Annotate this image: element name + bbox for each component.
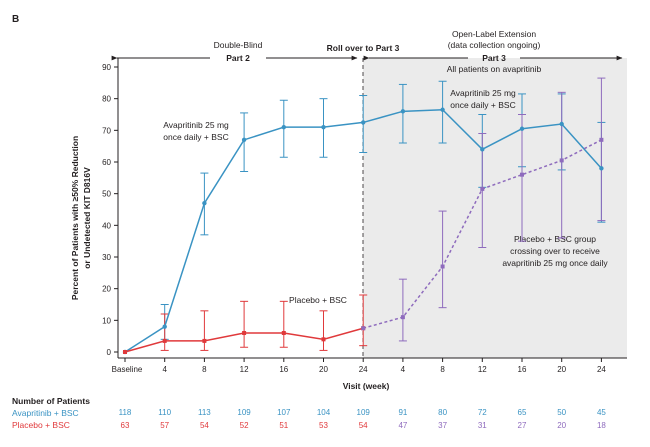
patients-count-placebo: 63 — [120, 421, 130, 430]
x-tick-label: 8 — [202, 365, 207, 374]
x-tick-label: 24 — [597, 365, 606, 374]
patients-count-avapritinib: 109 — [356, 408, 370, 417]
avapritinib-point — [162, 324, 167, 329]
placebo-point — [123, 350, 127, 354]
patients-count-avapritinib: 118 — [118, 408, 132, 417]
placebo-point — [281, 331, 286, 335]
patients-count-placebo: 53 — [319, 421, 328, 430]
part3-label: Part 3 — [482, 53, 506, 63]
all-patients-label: All patients on avapritinib — [447, 64, 542, 74]
patients-count-avapritinib: 80 — [438, 408, 448, 417]
crossover-label-3: avapritinib 25 mg once daily — [502, 258, 608, 268]
y-tick-label: 70 — [102, 126, 111, 135]
placebo-point — [162, 338, 167, 343]
ole-label-line1: Open-Label Extension — [452, 29, 536, 39]
ava-ole-label-2: once daily + BSC — [450, 100, 515, 110]
x-tick-label: 16 — [518, 365, 527, 374]
x-tick-label: 8 — [440, 365, 445, 374]
placebo-point — [202, 338, 207, 343]
avapritinib-point — [440, 107, 445, 112]
x-tick-label: 20 — [319, 365, 328, 374]
crossover-point — [520, 172, 524, 177]
avapritinib-point — [480, 147, 485, 152]
patients-count-placebo: 47 — [398, 421, 408, 430]
patients-count-avapritinib: 109 — [237, 408, 251, 417]
patients-count-placebo: 54 — [358, 421, 368, 430]
avapritinib-point — [241, 137, 247, 143]
y-axis-title-line1: Percent of Patients with ≥50% Reduction — [70, 136, 80, 300]
y-tick-label: 0 — [107, 348, 112, 357]
patients-count-avapritinib: 65 — [517, 408, 527, 417]
x-tick-label: Baseline — [112, 365, 143, 374]
patients-count-placebo: 52 — [239, 421, 249, 430]
y-tick-label: 80 — [102, 95, 111, 104]
avapritinib-point — [559, 121, 564, 127]
crossover-point — [361, 326, 366, 331]
x-axis-title: Visit (week) — [343, 381, 390, 391]
crossover-point — [400, 315, 405, 320]
x-tick-label: 16 — [279, 365, 288, 374]
ava-ole-label-1: Avapritinib 25 mg — [450, 88, 516, 98]
y-tick-label: 60 — [102, 158, 111, 167]
ole-label-line2: (data collection ongoing) — [448, 40, 541, 50]
x-tick-label: 20 — [557, 365, 566, 374]
avapritinib-point — [519, 126, 525, 131]
ava-double-blind-label-2: once daily + BSC — [163, 132, 228, 142]
patients-count-avapritinib: 72 — [477, 408, 487, 417]
part2-label: Part 2 — [226, 53, 250, 63]
placebo-point — [321, 337, 326, 342]
crossover-label-2: crossing over to receive — [510, 246, 600, 256]
patients-count-avapritinib: 45 — [596, 408, 606, 417]
patients-count-placebo: 31 — [477, 421, 487, 430]
patients-count-placebo: 20 — [557, 421, 567, 430]
patients-row-label-placebo: Placebo + BSC — [12, 420, 70, 430]
crossover-point — [480, 186, 485, 191]
double-blind-label: Double-Blind — [214, 40, 263, 50]
panel-label: B — [12, 14, 19, 25]
patients-count-avapritinib: 110 — [158, 408, 172, 417]
patients-count-avapritinib: 104 — [316, 408, 331, 417]
x-tick-label: 4 — [162, 365, 167, 374]
y-axis-title-line2: or Undetected KIT D816V — [82, 167, 92, 269]
placebo-point — [242, 331, 247, 335]
crossover-label-1: Placebo + BSC group — [514, 234, 596, 244]
avapritinib-point — [321, 124, 326, 130]
patients-count-placebo: 54 — [199, 421, 209, 430]
avapritinib-point — [361, 120, 366, 125]
crossover-point — [440, 264, 445, 269]
y-tick-label: 20 — [102, 285, 111, 294]
patients-count-avapritinib: 113 — [198, 408, 211, 417]
y-tick-label: 10 — [102, 316, 111, 325]
placebo-label: Placebo + BSC — [289, 295, 347, 305]
avapritinib-point — [400, 109, 406, 114]
x-tick-label: 24 — [359, 365, 368, 374]
avapritinib-point — [281, 124, 286, 130]
avapritinib-point — [599, 166, 604, 171]
patients-count-placebo: 37 — [438, 421, 448, 430]
patients-count-avapritinib: 50 — [557, 408, 567, 417]
crossover-point — [559, 158, 564, 163]
rollover-label: Roll over to Part 3 — [327, 43, 400, 53]
y-tick-label: 40 — [102, 221, 111, 230]
part3-shaded-region — [363, 58, 627, 358]
ava-double-blind-label-1: Avapritinib 25 mg — [163, 120, 229, 130]
patients-count-placebo: 51 — [279, 421, 289, 430]
y-tick-label: 90 — [102, 63, 111, 72]
patients-count-avapritinib: 91 — [398, 408, 408, 417]
y-tick-label: 50 — [102, 190, 111, 199]
patients-count-placebo: 18 — [596, 421, 606, 430]
patients-count-placebo: 57 — [160, 421, 170, 430]
avapritinib-point — [202, 200, 207, 206]
patients-count-avapritinib: 107 — [277, 408, 291, 417]
patients-count-placebo: 27 — [517, 421, 527, 430]
x-tick-label: 12 — [240, 365, 249, 374]
x-tick-label: 4 — [401, 365, 406, 374]
patients-heading: Number of Patients — [12, 396, 90, 406]
crossover-point — [599, 137, 604, 142]
patients-row-label-avapritinib: Avapritinib + BSC — [12, 408, 79, 418]
x-tick-label: 12 — [478, 365, 487, 374]
y-tick-label: 30 — [102, 253, 111, 262]
